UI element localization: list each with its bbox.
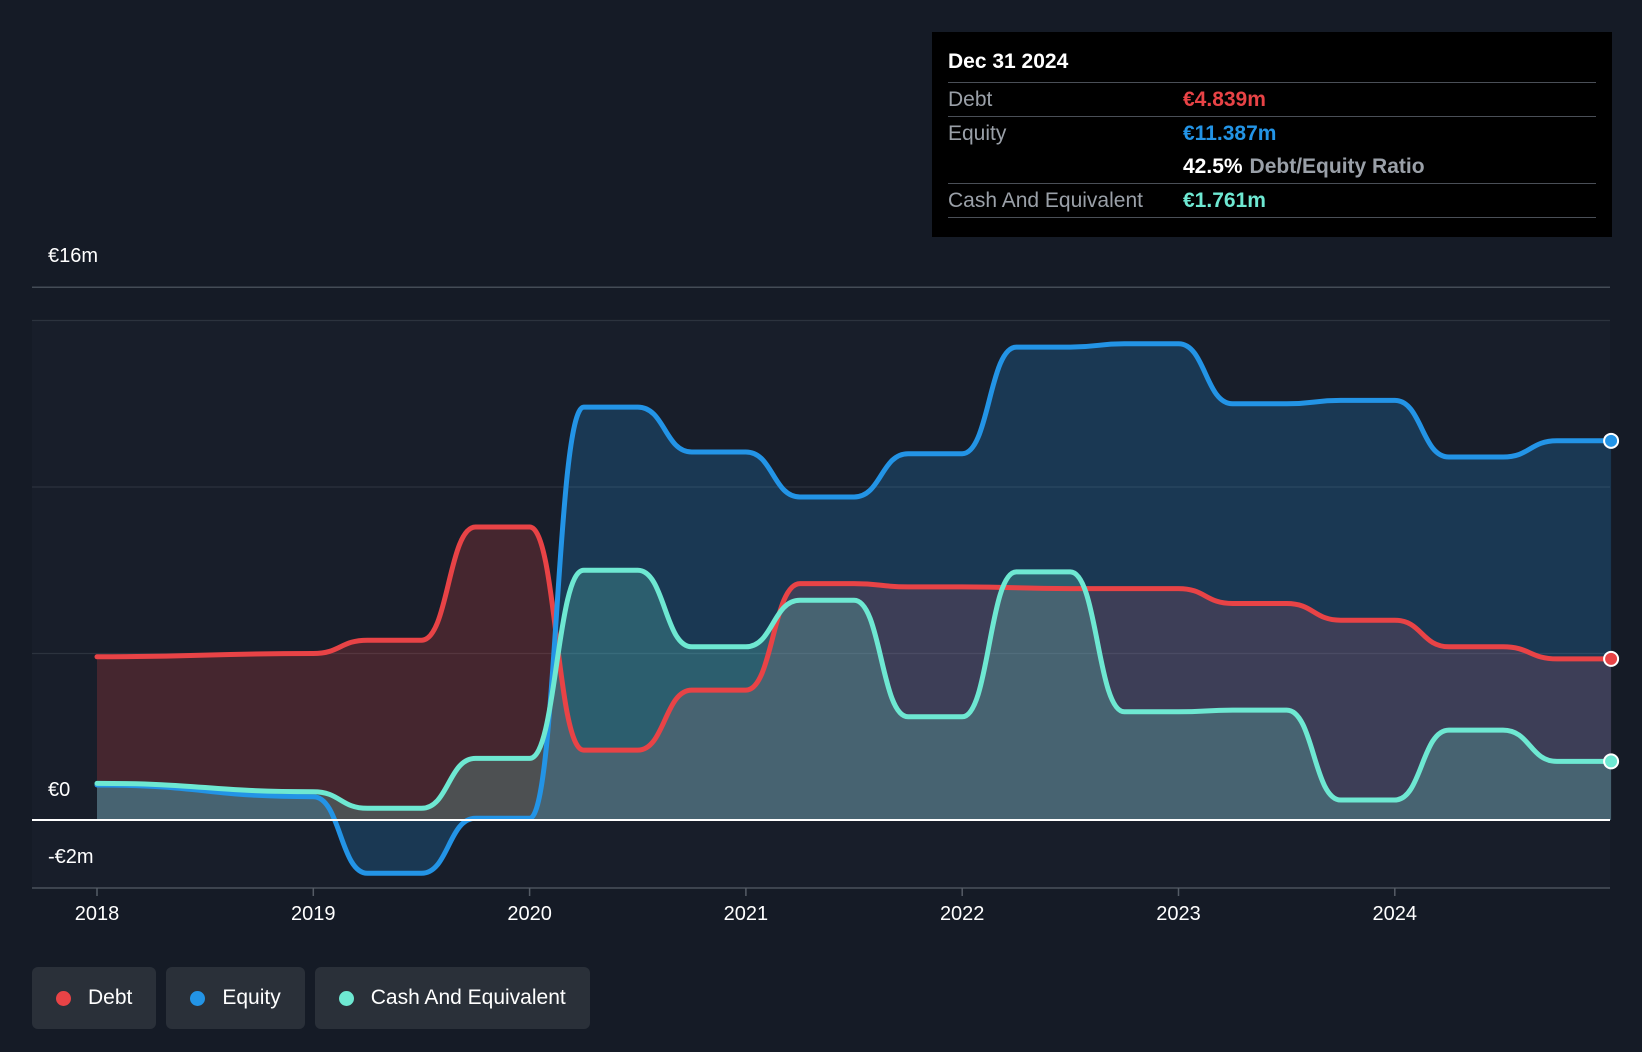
tooltip-equity-value: €11.387m (1183, 121, 1277, 145)
tooltip-cash-value: €1.761m (1183, 188, 1266, 212)
x-tick-label: 2020 (507, 903, 552, 925)
y-axis-ticks: €16m €0 -€2m (48, 245, 98, 868)
legend-item-debt[interactable]: Debt (32, 967, 157, 1029)
legend-item-cash[interactable]: Cash And Equivalent (314, 967, 590, 1029)
debt-dot-icon (56, 990, 71, 1006)
x-tick-label: 2024 (1373, 903, 1418, 925)
series-lines (32, 341, 1614, 876)
series-endpoints (1603, 432, 1620, 770)
equity-end-point (1603, 432, 1620, 449)
tooltip-cash-label: Cash And Equivalent (948, 188, 1143, 212)
cash-and-equivalent-end-point (1603, 753, 1620, 770)
legend-debt-label: Debt (88, 986, 133, 1009)
x-axis-ticks: 2018 2019 2020 2021 2022 2023 2024 (75, 888, 1417, 925)
tooltip-ratio-label: Debt/Equity Ratio (1249, 154, 1425, 178)
tooltip-debt-row: Debt €4.839m (948, 82, 1596, 116)
hover-tooltip: Dec 31 2024 Debt €4.839m Equity €11.387m… (932, 32, 1612, 237)
debt-line (94, 524, 1614, 753)
x-tick-label: 2019 (291, 903, 336, 925)
tooltip-debt-value: €4.839m (1183, 87, 1266, 111)
tooltip-date: Dec 31 2024 (948, 50, 1069, 73)
y-tick-label: €16m (48, 245, 98, 267)
tooltip-ratio-value: 42.5% (1183, 154, 1243, 178)
equity-dot-icon (190, 990, 206, 1006)
tooltip-debt-label: Debt (948, 87, 993, 111)
cash-and-equivalent-area (97, 570, 1612, 820)
tooltip-cash-row: Cash And Equivalent €1.761m (948, 183, 1596, 218)
series-areas (97, 343, 1612, 874)
equity-line (94, 341, 1614, 876)
cash-and-equivalent-line (94, 567, 1614, 811)
x-tick-label: 2022 (940, 903, 985, 925)
legend-cash-label: Cash And Equivalent (370, 986, 566, 1009)
legend-item-equity[interactable]: Equity (166, 967, 305, 1029)
x-tick-label: 2018 (75, 903, 120, 925)
chart-legend: Debt Equity Cash And Equivalent (32, 967, 590, 1029)
debt-end-point (1603, 650, 1620, 667)
x-tick-label: 2021 (724, 903, 769, 925)
tooltip-equity-row: Equity €11.387m (948, 116, 1596, 150)
y-tick-label: €0 (48, 779, 70, 801)
x-tick-label: 2023 (1156, 903, 1201, 925)
cash-dot-icon (338, 990, 354, 1006)
debt-area (97, 527, 1612, 820)
legend-equity-label: Equity (222, 986, 281, 1009)
y-tick-label: -€2m (48, 846, 94, 868)
tooltip-equity-label: Equity (948, 121, 1007, 145)
tooltip-ratio-row: 42.5% Debt/Equity Ratio (948, 150, 1596, 183)
equity-area (97, 343, 1612, 874)
